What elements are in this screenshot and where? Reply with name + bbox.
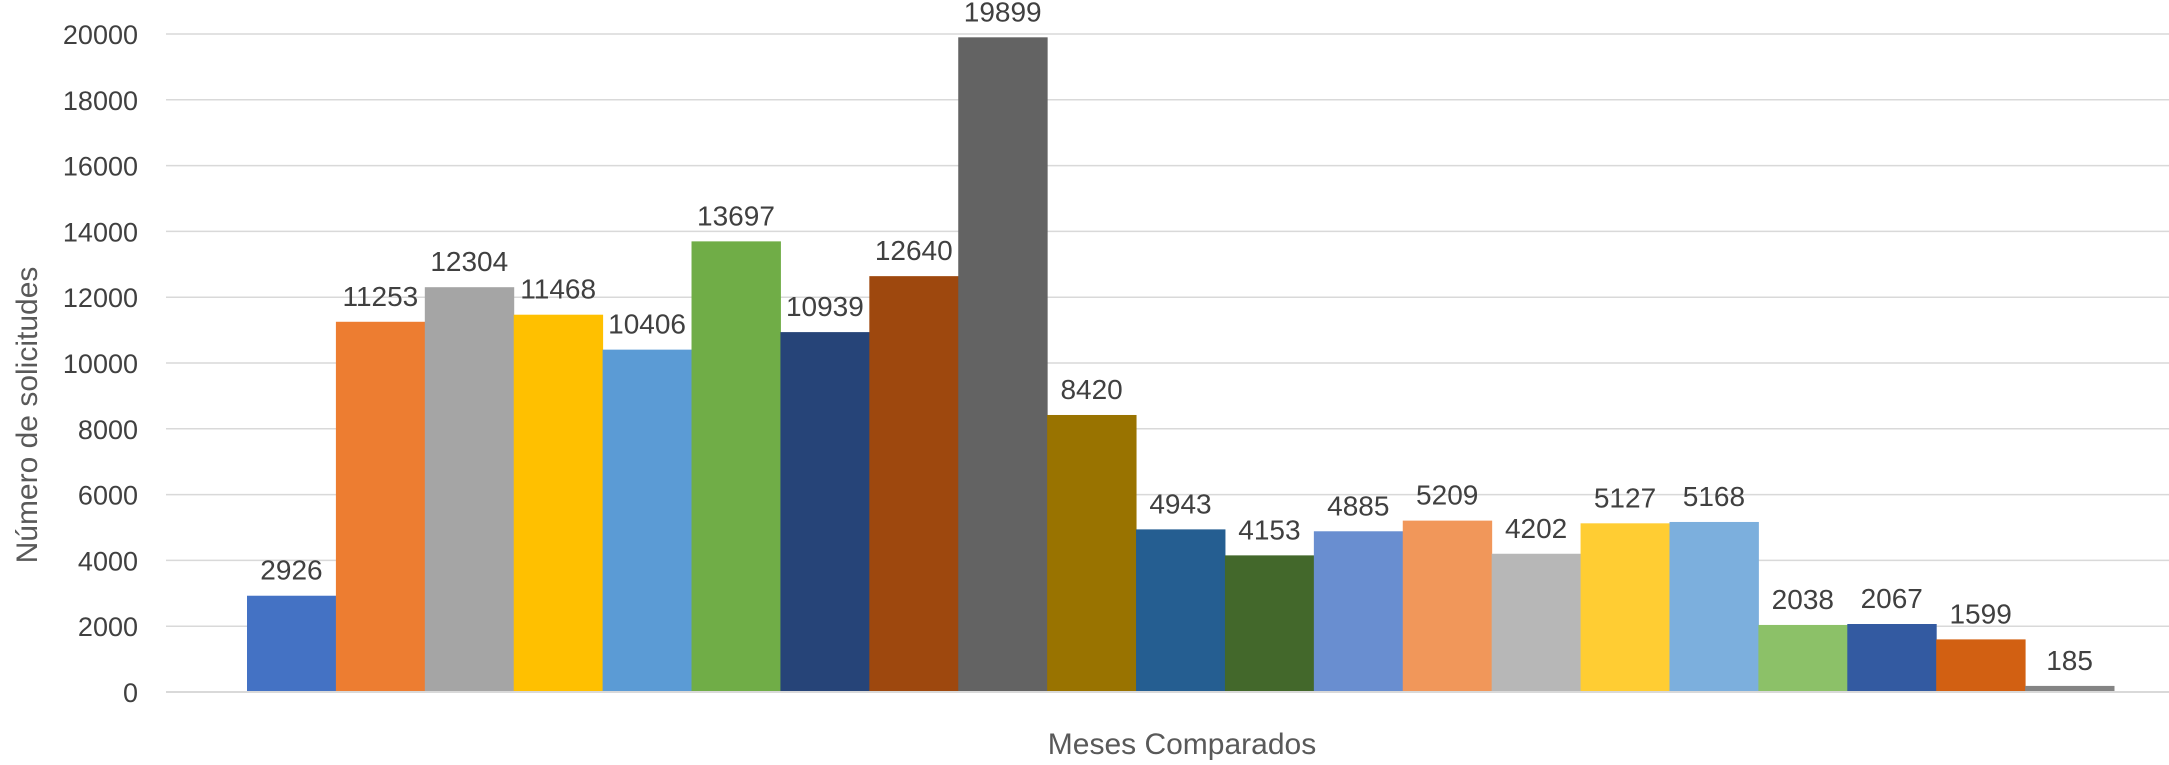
y-tick-label: 16000 bbox=[63, 152, 138, 182]
bar bbox=[780, 332, 870, 692]
bar bbox=[247, 595, 337, 692]
data-label: 8420 bbox=[1060, 374, 1122, 405]
bar bbox=[1491, 553, 1582, 692]
data-label: 2067 bbox=[1861, 583, 1923, 614]
y-tick-label: 20000 bbox=[63, 20, 138, 50]
bar bbox=[424, 287, 515, 692]
y-tick-label: 18000 bbox=[63, 86, 138, 116]
y-tick-label: 14000 bbox=[63, 217, 138, 247]
bar bbox=[958, 37, 1048, 692]
data-label: 11253 bbox=[342, 281, 418, 312]
data-label: 5127 bbox=[1594, 482, 1656, 513]
x-axis-title: Meses Comparados bbox=[1048, 728, 1316, 760]
data-label: 2926 bbox=[260, 555, 322, 586]
data-label: 4885 bbox=[1327, 490, 1389, 521]
data-label: 19899 bbox=[964, 0, 1042, 27]
y-tick-label: 4000 bbox=[78, 546, 138, 576]
bar bbox=[869, 276, 959, 692]
data-label: 5168 bbox=[1683, 481, 1745, 512]
bar bbox=[1313, 531, 1404, 692]
y-tick-label: 2000 bbox=[78, 612, 138, 642]
bar bbox=[602, 349, 693, 692]
bar bbox=[335, 321, 426, 692]
y-axis-title: Número de solicitudes bbox=[11, 267, 44, 564]
bar bbox=[1669, 521, 1759, 692]
bar bbox=[1936, 639, 2026, 692]
y-tick-label: 0 bbox=[123, 678, 138, 708]
data-label: 4202 bbox=[1505, 513, 1567, 544]
data-label: 12640 bbox=[875, 235, 953, 266]
y-tick-label: 6000 bbox=[78, 481, 138, 511]
data-label: 185 bbox=[2046, 645, 2093, 676]
data-label: 4943 bbox=[1149, 488, 1211, 519]
bar bbox=[513, 314, 604, 692]
data-label: 5209 bbox=[1416, 480, 1478, 511]
bar bbox=[1136, 529, 1226, 692]
y-tick-label: 10000 bbox=[63, 349, 138, 379]
y-tick-labels: 0 2000 4000 6000 8000 10000 12000 14000 16000 180… bbox=[63, 20, 138, 708]
data-label: 1599 bbox=[1949, 598, 2011, 629]
data-label: 10406 bbox=[608, 309, 686, 340]
y-tick-label: 8000 bbox=[78, 415, 138, 445]
data-label: 13697 bbox=[697, 200, 775, 231]
data-labels: 2926 11253 12304 11468 10406 13697 10939 12640 1… bbox=[260, 0, 2093, 676]
bar bbox=[1402, 520, 1493, 692]
bar bbox=[1847, 624, 1937, 692]
data-label: 2038 bbox=[1772, 584, 1834, 615]
data-label: 10939 bbox=[786, 291, 864, 322]
bar bbox=[1224, 555, 1315, 692]
bar bbox=[2025, 685, 2115, 692]
bar bbox=[691, 241, 781, 692]
data-label: 12304 bbox=[430, 246, 508, 277]
data-label: 11468 bbox=[520, 274, 596, 305]
bars bbox=[247, 37, 2115, 692]
bar bbox=[1580, 523, 1670, 692]
data-label: 4153 bbox=[1238, 514, 1300, 545]
bar bbox=[1758, 624, 1848, 692]
y-tick-label: 12000 bbox=[63, 283, 138, 313]
bar bbox=[1047, 414, 1137, 692]
